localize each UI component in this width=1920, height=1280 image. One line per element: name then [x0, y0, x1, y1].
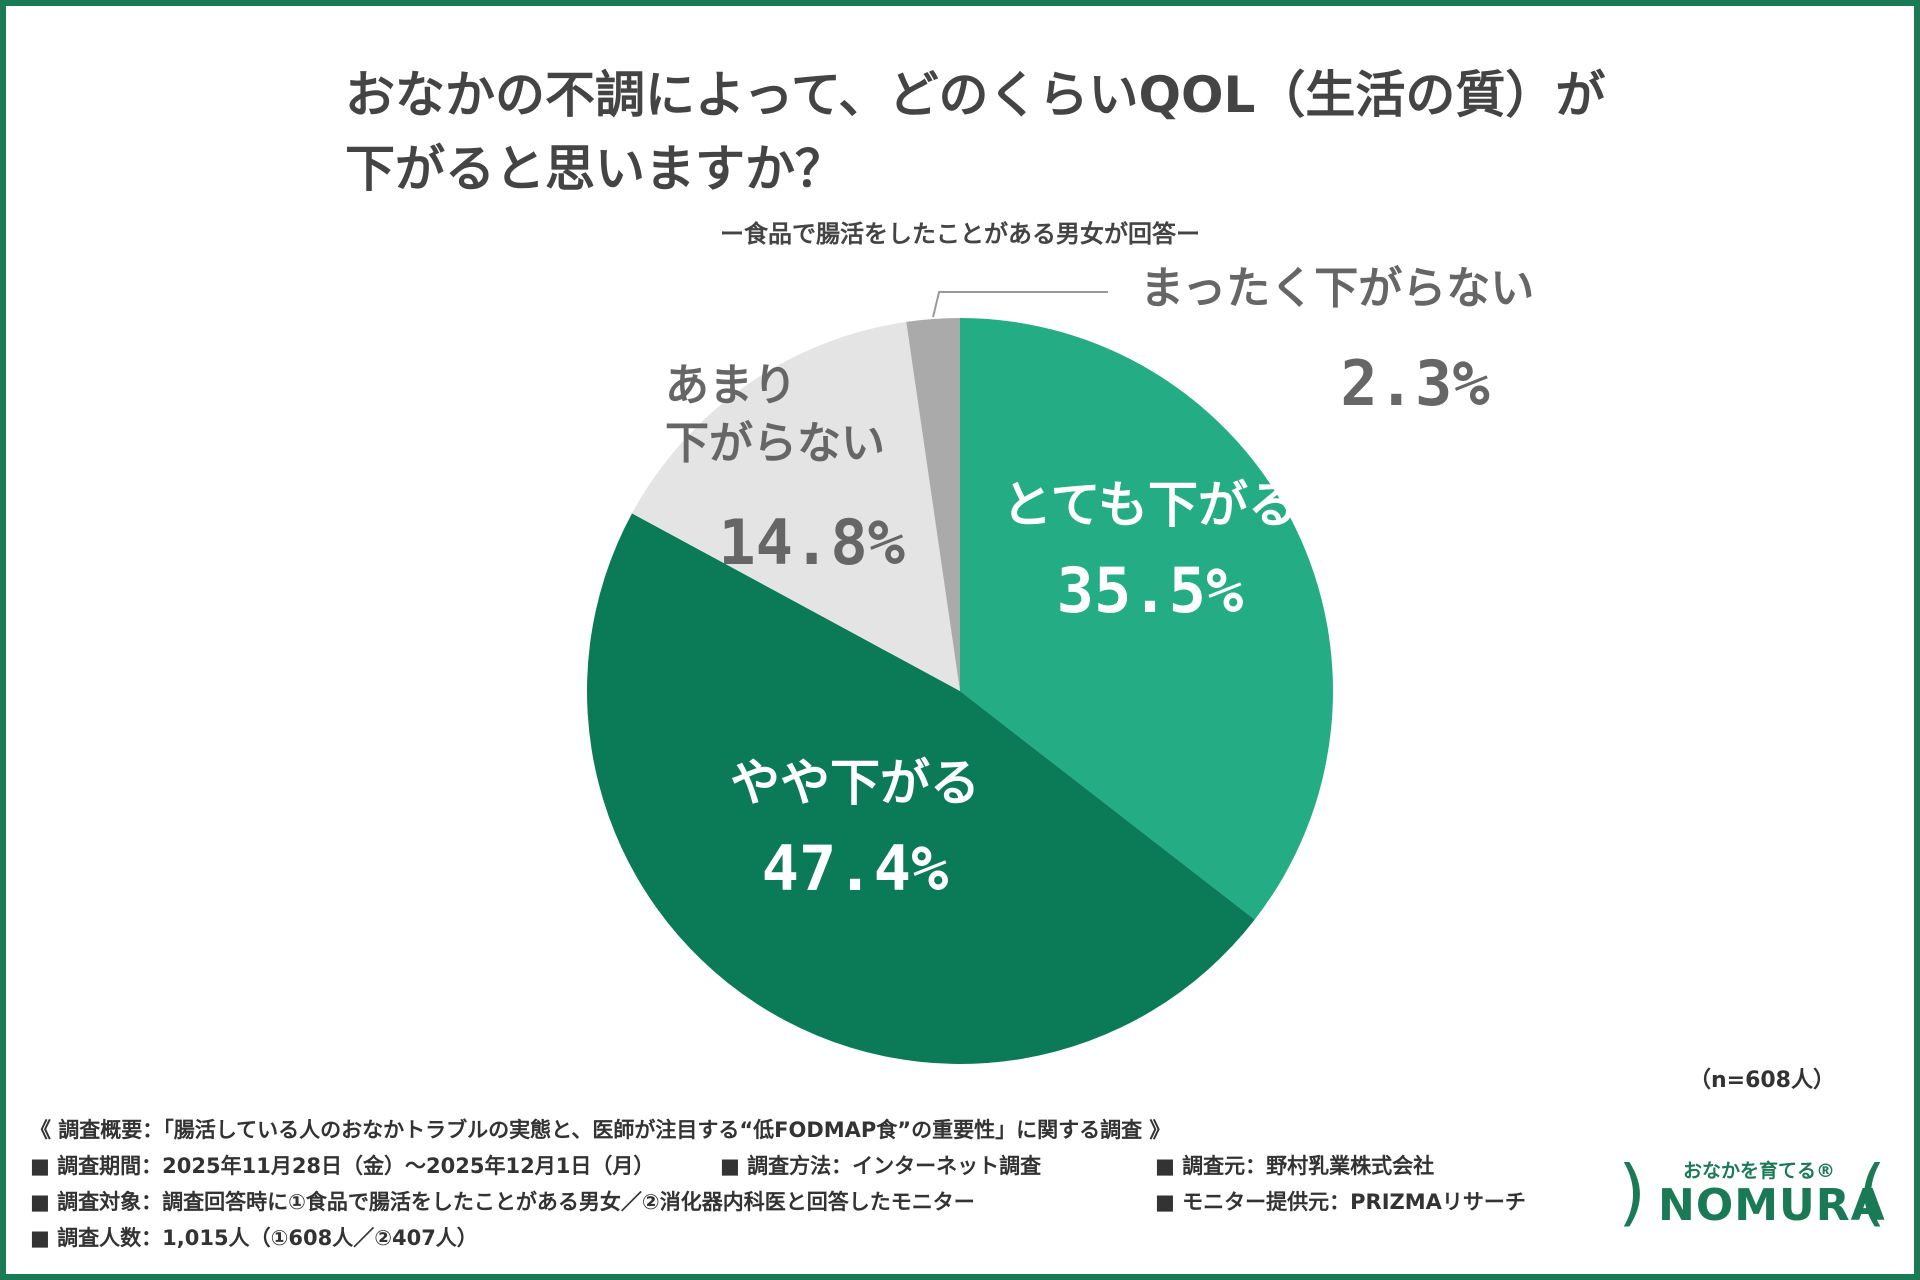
slice-value-2: 47.4%	[762, 832, 949, 905]
pie-slice-3	[632, 321, 960, 691]
note-count: ■ 調査人数：1,015人（①608人／②407人）	[30, 1226, 478, 1250]
pie-slice-4	[906, 318, 960, 691]
note-method: ■ 調査方法：インターネット調査	[720, 1154, 1042, 1178]
note-target: ■ 調査対象：調査回答時に①食品で腸活をしたことがある男女／②消化器内科医と回答…	[30, 1190, 975, 1214]
nomura-logo: ) おなかを育てる® NOMURA (	[1618, 1150, 1888, 1240]
slice-label-2: やや下がる	[730, 754, 980, 812]
logo-left-bracket: )	[1618, 1150, 1647, 1234]
slice-label-3-line2: 下がらない	[665, 418, 885, 469]
slice-label-1: とても下がる	[1002, 476, 1298, 534]
note-period: ■ 調査期間：2025年11月28日（金）〜2025年12月1日（月）	[30, 1154, 655, 1178]
note-overview: 《 調査概要：「腸活している人のおなかトラブルの実態と、医師が注目する“低FOD…	[30, 1118, 1171, 1142]
note-source: ■ 調査元：野村乳業株式会社	[1155, 1154, 1435, 1178]
logo-tagline: おなかを育てる®	[1683, 1160, 1836, 1182]
sample-size: （n=608人）	[1688, 1068, 1835, 1093]
slice-value-4: 2.3%	[1340, 347, 1489, 420]
slice-label-4: まったく下がらない	[1140, 263, 1534, 314]
pie-slice-1	[960, 318, 1333, 920]
note-provider: ■ モニター提供元：PRIZMAリサーチ	[1155, 1190, 1526, 1214]
slice-value-1: 35.5%	[1057, 554, 1244, 627]
chart-title: おなかの不調によって、どのくらいQOL（生活の質）が 下がると思いますか？	[345, 58, 1645, 206]
logo-right-bracket: (	[1858, 1150, 1887, 1234]
chart-subtitle: ー食品で腸活をしたことがある男女が回答ー	[720, 220, 1200, 248]
slice-label-3-line1: あまり	[665, 360, 797, 411]
leader-line	[932, 291, 1108, 318]
pie-slice-2	[586, 513, 1255, 1065]
chart-title-line1: おなかの不調によって、どのくらいQOL（生活の質）が	[345, 66, 1606, 124]
chart-title-line2: 下がると思いますか？	[345, 140, 845, 198]
slice-value-3: 14.8%	[718, 506, 905, 579]
logo-wordmark: NOMURA	[1658, 1180, 1886, 1231]
